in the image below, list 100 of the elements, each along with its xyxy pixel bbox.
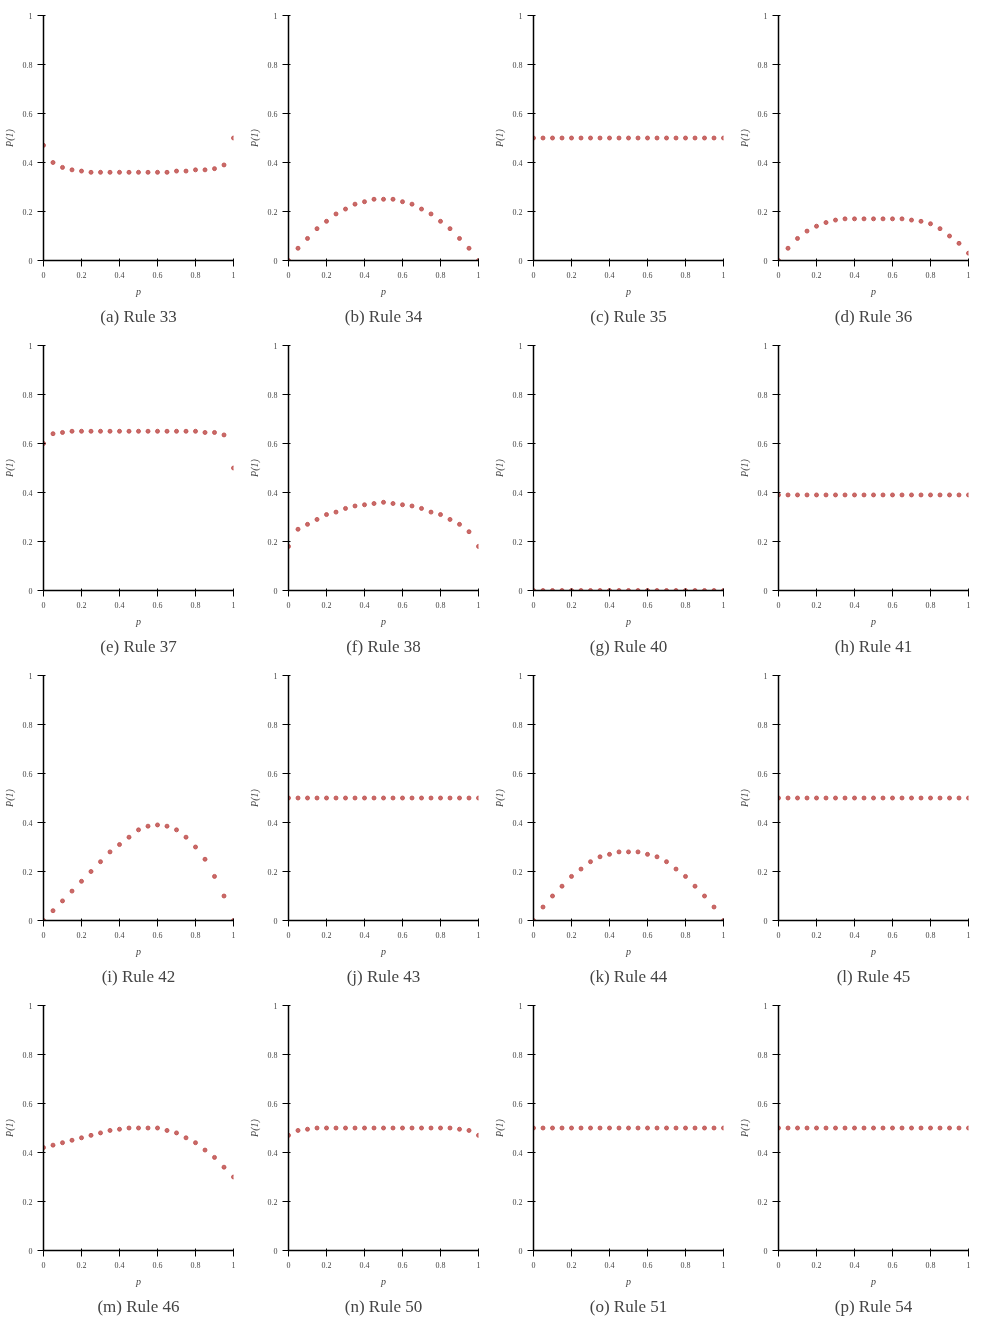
y-tick-label: 0.2 xyxy=(267,1197,278,1207)
x-axis-title: p xyxy=(870,615,876,627)
x-tick-label: 0.4 xyxy=(359,600,370,610)
x-tick-label: 1 xyxy=(721,600,726,610)
y-tick-label: 0.8 xyxy=(22,1050,33,1060)
x-tick-label: 0.8 xyxy=(925,600,936,610)
x-tick-label: 1 xyxy=(966,600,971,610)
y-tick-label: 0.6 xyxy=(22,769,33,779)
y-tick-label: 1 xyxy=(763,1001,768,1011)
y-tick-label: 1 xyxy=(518,1001,523,1011)
x-tick-label: 0.8 xyxy=(680,1260,691,1270)
x-axis-title: p xyxy=(135,615,141,627)
x-tick-label: 0.6 xyxy=(887,930,898,940)
y-tick-label: 0.2 xyxy=(512,1197,523,1207)
y-tick-label: 0.8 xyxy=(267,390,278,400)
y-axis-title: P(1) xyxy=(493,458,506,478)
x-axis-title: p xyxy=(135,1275,141,1287)
x-tick-label: 1 xyxy=(966,930,971,940)
y-tick-label: 0.6 xyxy=(267,439,278,449)
x-axis-title: p xyxy=(380,615,386,627)
y-axis-title: P(1) xyxy=(248,1118,261,1138)
y-tick-label: 0 xyxy=(273,916,278,926)
x-tick-label: 0 xyxy=(41,600,46,610)
x-tick-label: 1 xyxy=(476,930,481,940)
x-tick-label: 0.6 xyxy=(642,1260,653,1270)
x-tick-label: 0.6 xyxy=(887,600,898,610)
y-tick-label: 1 xyxy=(28,671,33,681)
x-tick-label: 1 xyxy=(721,1260,726,1270)
x-tick-label: 0 xyxy=(531,600,536,610)
y-tick-label: 0.6 xyxy=(22,439,33,449)
x-tick-label: 0.6 xyxy=(887,1260,898,1270)
x-tick-label: 0.6 xyxy=(152,1260,163,1270)
x-tick-label: 0.8 xyxy=(435,270,446,280)
x-tick-label: 0.8 xyxy=(190,1260,201,1270)
x-tick-label: 0.4 xyxy=(359,270,370,280)
x-tick-label: 0.2 xyxy=(811,270,822,280)
y-axis-title: P(1) xyxy=(248,788,261,808)
y-tick-label: 1 xyxy=(763,671,768,681)
y-tick-label: 1 xyxy=(518,11,523,21)
y-tick-label: 0.6 xyxy=(512,109,523,119)
y-tick-label: 0.4 xyxy=(267,818,278,828)
y-tick-label: 1 xyxy=(518,671,523,681)
x-tick-label: 0.8 xyxy=(680,270,691,280)
y-tick-label: 0.2 xyxy=(757,537,768,547)
x-tick-label: 0.4 xyxy=(359,930,370,940)
y-tick-label: 0.6 xyxy=(757,769,768,779)
y-tick-label: 0.6 xyxy=(757,1099,768,1109)
x-tick-label: 0 xyxy=(286,1260,291,1270)
x-tick-label: 0.2 xyxy=(811,1260,822,1270)
y-tick-label: 0.4 xyxy=(22,488,33,498)
x-tick-label: 0.4 xyxy=(359,1260,370,1270)
y-tick-label: 0.8 xyxy=(267,720,278,730)
text: (e) Rule 37 xyxy=(100,636,178,656)
text: (f) Rule 38 xyxy=(346,636,421,656)
x-axis-title: p xyxy=(380,1275,386,1287)
y-tick-label: 0 xyxy=(273,256,278,266)
y-tick-label: 1 xyxy=(518,341,523,351)
y-tick-label: 0.8 xyxy=(512,720,523,730)
y-tick-label: 0.6 xyxy=(267,1099,278,1109)
x-tick-label: 1 xyxy=(721,930,726,940)
y-tick-label: 0.6 xyxy=(757,439,768,449)
x-tick-label: 0 xyxy=(531,930,536,940)
y-tick-label: 0 xyxy=(518,916,523,926)
x-tick-label: 0.4 xyxy=(604,270,615,280)
x-axis-title: p xyxy=(380,945,386,957)
x-tick-label: 0 xyxy=(531,1260,536,1270)
x-tick-label: 0.2 xyxy=(811,600,822,610)
y-tick-label: 0.6 xyxy=(267,769,278,779)
y-tick-label: 0.2 xyxy=(22,207,33,217)
x-tick-label: 0 xyxy=(776,270,781,280)
x-tick-label: 0.8 xyxy=(925,1260,936,1270)
y-tick-label: 1 xyxy=(763,11,768,21)
x-tick-label: 0.6 xyxy=(152,930,163,940)
x-tick-label: 1 xyxy=(721,270,726,280)
y-tick-label: 0.4 xyxy=(757,158,768,168)
x-tick-label: 0.6 xyxy=(397,270,408,280)
text: (b) Rule 34 xyxy=(344,306,423,326)
x-tick-label: 0.8 xyxy=(190,270,201,280)
x-tick-label: 0.6 xyxy=(397,1260,408,1270)
x-tick-label: 0 xyxy=(531,270,536,280)
x-tick-label: 0.2 xyxy=(76,270,87,280)
y-tick-label: 0.6 xyxy=(22,109,33,119)
x-tick-label: 0.8 xyxy=(435,1260,446,1270)
x-tick-label: 0.2 xyxy=(566,1260,577,1270)
y-tick-label: 0.8 xyxy=(267,1050,278,1060)
x-tick-label: 0.4 xyxy=(114,600,125,610)
x-tick-label: 1 xyxy=(476,1260,481,1270)
x-axis-title: p xyxy=(625,285,631,297)
y-tick-label: 0 xyxy=(28,1246,33,1256)
y-axis-title: P(1) xyxy=(493,1118,506,1138)
x-tick-label: 0.4 xyxy=(849,600,860,610)
x-tick-label: 0.4 xyxy=(114,930,125,940)
x-tick-label: 0.8 xyxy=(680,930,691,940)
x-tick-label: 0.8 xyxy=(925,270,936,280)
y-tick-label: 1 xyxy=(273,341,278,351)
x-tick-label: 1 xyxy=(476,270,481,280)
x-tick-label: 0.8 xyxy=(435,600,446,610)
y-axis-title: P(1) xyxy=(493,788,506,808)
x-axis-title: p xyxy=(870,1275,876,1287)
text: (j) Rule 43 xyxy=(346,966,421,986)
